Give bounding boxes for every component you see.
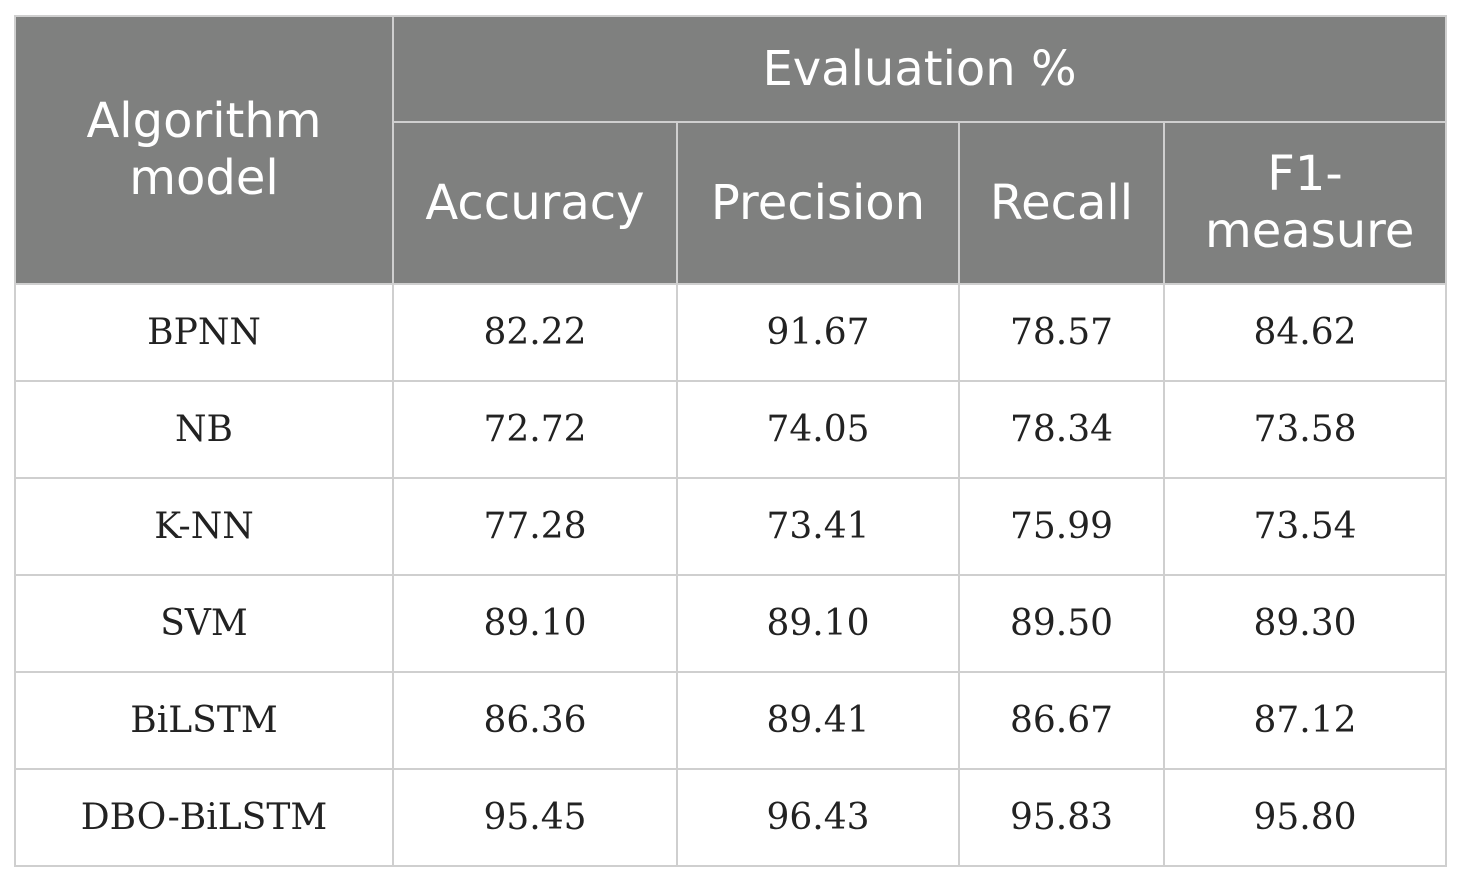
f1-cell: 87.12 [1162, 671, 1448, 770]
recall-cell: 86.67 [958, 671, 1165, 770]
f1-cell: 84.62 [1162, 283, 1448, 382]
recall-cell: 95.83 [958, 768, 1165, 867]
table-row: K-NN 77.28 73.41 75.99 73.54 [14, 477, 1448, 576]
accuracy-cell: 72.72 [392, 380, 678, 479]
header-algorithm-model: Algorithm model [14, 15, 394, 285]
precision-cell: 74.05 [676, 380, 960, 479]
header-f1-measure: F1-measure [1162, 121, 1448, 285]
recall-cell: 78.57 [958, 283, 1165, 382]
results-table: Algorithm model Evaluation % Accuracy Pr… [14, 15, 1448, 867]
precision-cell: 73.41 [676, 477, 960, 576]
recall-cell: 78.34 [958, 380, 1165, 479]
model-name: NB [14, 380, 394, 479]
model-name: DBO-BiLSTM [14, 768, 394, 867]
accuracy-cell: 89.10 [392, 574, 678, 673]
table-row: NB 72.72 74.05 78.34 73.58 [14, 380, 1448, 479]
f1-cell: 89.30 [1162, 574, 1448, 673]
f1-cell: 95.80 [1162, 768, 1448, 867]
header-evaluation-group: Evaluation % [391, 15, 1448, 123]
header-recall: Recall [958, 121, 1165, 285]
model-name: K-NN [14, 477, 394, 576]
f1-cell: 73.54 [1162, 477, 1448, 576]
table-row: DBO-BiLSTM 95.45 96.43 95.83 95.80 [14, 768, 1448, 867]
model-name: BPNN [14, 283, 394, 382]
precision-cell: 89.10 [676, 574, 960, 673]
table-row: SVM 89.10 89.10 89.50 89.30 [14, 574, 1448, 673]
recall-cell: 75.99 [958, 477, 1165, 576]
model-name: BiLSTM [14, 671, 394, 770]
model-name: SVM [14, 574, 394, 673]
table-row: BiLSTM 86.36 89.41 86.67 87.12 [14, 671, 1448, 770]
precision-cell: 91.67 [676, 283, 960, 382]
recall-cell: 89.50 [958, 574, 1165, 673]
precision-cell: 96.43 [676, 768, 960, 867]
accuracy-cell: 86.36 [392, 671, 678, 770]
precision-cell: 89.41 [676, 671, 960, 770]
header-precision: Precision [676, 121, 960, 285]
accuracy-cell: 82.22 [392, 283, 678, 382]
accuracy-cell: 95.45 [392, 768, 678, 867]
accuracy-cell: 77.28 [392, 477, 678, 576]
table-row: BPNN 82.22 91.67 78.57 84.62 [14, 283, 1448, 382]
f1-cell: 73.58 [1162, 380, 1448, 479]
header-accuracy: Accuracy [392, 121, 678, 285]
